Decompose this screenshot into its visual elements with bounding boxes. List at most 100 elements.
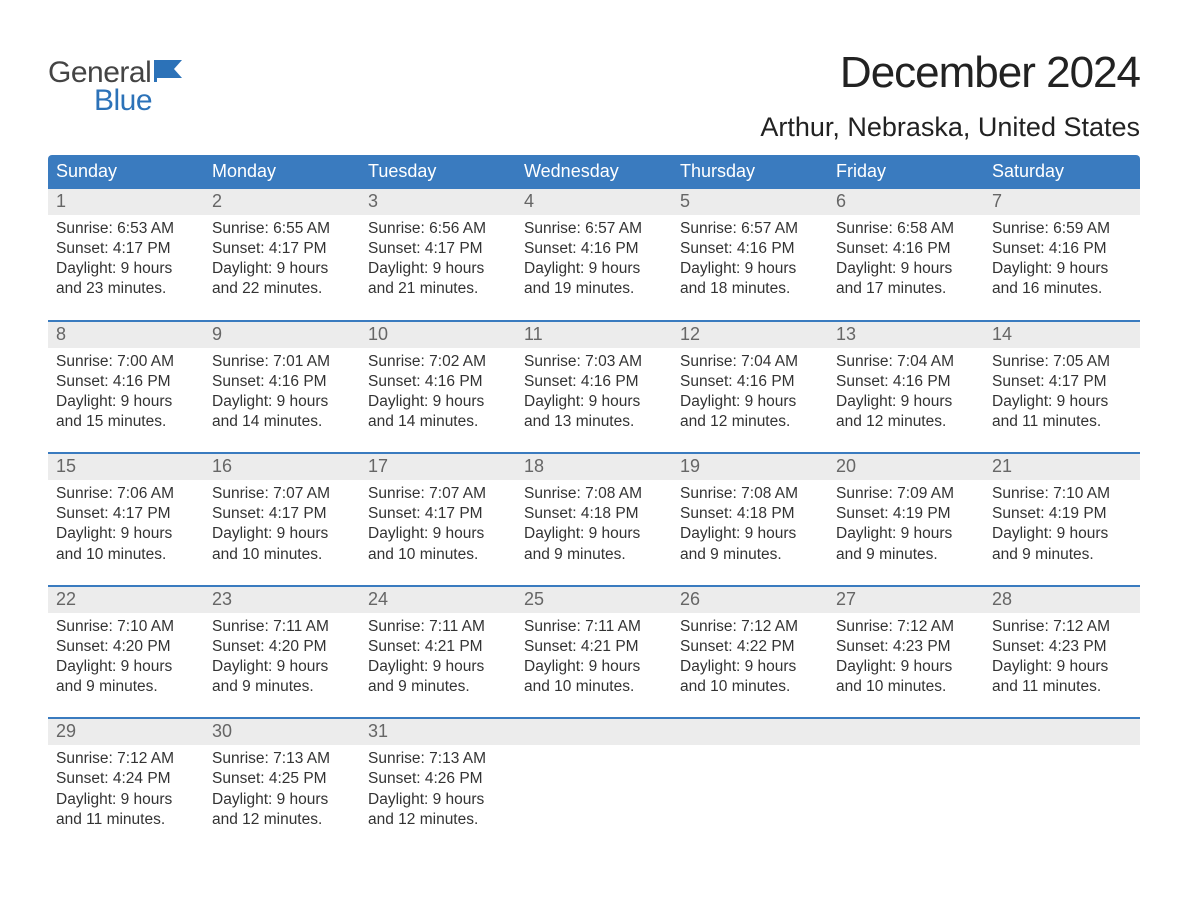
day-body: Sunrise: 6:55 AMSunset: 4:17 PMDaylight:…	[210, 219, 354, 300]
dow-saturday: Saturday	[984, 155, 1140, 189]
day-cell: 22Sunrise: 7:10 AMSunset: 4:20 PMDayligh…	[48, 587, 204, 704]
day-number: 23	[212, 589, 232, 609]
day-number: 5	[680, 191, 690, 211]
header: General Blue December 2024 Arthur, Nebra…	[48, 48, 1140, 143]
day-cell: 30Sunrise: 7:13 AMSunset: 4:25 PMDayligh…	[204, 719, 360, 836]
day-cell: 6 Sunrise: 6:58 AMSunset: 4:16 PMDaylight…	[828, 189, 984, 306]
day-number: 11	[524, 324, 543, 344]
day-cell: 14 Sunrise: 7:05 AMSunset: 4:17 PMDayligh…	[984, 322, 1140, 439]
day-cell: 25 Sunrise: 7:11 AMSunset: 4:21 PMDayligh…	[516, 587, 672, 704]
dow-monday: Monday	[204, 155, 360, 189]
day-number: 3	[368, 191, 378, 211]
week-row: 15Sunrise: 7:06 AMSunset: 4:17 PMDayligh…	[48, 452, 1140, 571]
day-body: Sunrise: 7:10 AMSunset: 4:20 PMDaylight:…	[54, 617, 198, 698]
month-title: December 2024	[760, 48, 1140, 98]
day-body: Sunrise: 7:11 AMSunset: 4:21 PMDaylight:…	[366, 617, 510, 698]
week-row: 8 Sunrise: 7:00 AMSunset: 4:16 PMDaylight…	[48, 320, 1140, 439]
day-body: Sunrise: 6:57 AMSunset: 4:16 PMDaylight:…	[678, 219, 822, 300]
day-number: 9	[212, 324, 222, 344]
day-cell-empty: .	[984, 719, 1140, 836]
day-number: 7	[992, 191, 1002, 211]
day-cell: 1 Sunrise: 6:53 AMSunset: 4:17 PMDaylight…	[48, 189, 204, 306]
day-body: Sunrise: 7:01 AMSunset: 4:16 PMDaylight:…	[210, 352, 354, 433]
day-body: Sunrise: 7:10 AMSunset: 4:19 PMDaylight:…	[990, 484, 1134, 565]
day-number: 31	[368, 721, 388, 741]
day-body: Sunrise: 7:13 AMSunset: 4:25 PMDaylight:…	[210, 749, 354, 830]
day-number: 25	[524, 589, 544, 609]
day-body: Sunrise: 6:58 AMSunset: 4:16 PMDaylight:…	[834, 219, 978, 300]
day-number: 29	[56, 721, 76, 741]
day-cell: 8 Sunrise: 7:00 AMSunset: 4:16 PMDaylight…	[48, 322, 204, 439]
day-body: Sunrise: 7:04 AMSunset: 4:16 PMDaylight:…	[678, 352, 822, 433]
day-of-week-header: SundayMondayTuesdayWednesdayThursdayFrid…	[48, 155, 1140, 189]
day-body: Sunrise: 7:00 AMSunset: 4:16 PMDaylight:…	[54, 352, 198, 433]
day-cell: 24 Sunrise: 7:11 AMSunset: 4:21 PMDayligh…	[360, 587, 516, 704]
day-number: 1	[56, 191, 66, 211]
day-cell: 11 Sunrise: 7:03 AMSunset: 4:16 PMDayligh…	[516, 322, 672, 439]
day-cell: 15Sunrise: 7:06 AMSunset: 4:17 PMDayligh…	[48, 454, 204, 571]
day-cell: 13Sunrise: 7:04 AMSunset: 4:16 PMDayligh…	[828, 322, 984, 439]
day-body: Sunrise: 7:08 AMSunset: 4:18 PMDaylight:…	[522, 484, 666, 565]
day-body: Sunrise: 7:03 AMSunset: 4:16 PMDaylight:…	[522, 352, 666, 433]
day-number: 6	[836, 191, 846, 211]
day-cell: 23 Sunrise: 7:11 AMSunset: 4:20 PMDayligh…	[204, 587, 360, 704]
day-cell: 18 Sunrise: 7:08 AMSunset: 4:18 PMDayligh…	[516, 454, 672, 571]
flag-icon	[154, 60, 186, 87]
day-cell: 16Sunrise: 7:07 AMSunset: 4:17 PMDayligh…	[204, 454, 360, 571]
calendar: SundayMondayTuesdayWednesdayThursdayFrid…	[48, 155, 1140, 836]
day-body: Sunrise: 7:08 AMSunset: 4:18 PMDaylight:…	[678, 484, 822, 565]
day-body: Sunrise: 6:59 AMSunset: 4:16 PMDaylight:…	[990, 219, 1134, 300]
day-body: Sunrise: 6:57 AMSunset: 4:16 PMDaylight:…	[522, 219, 666, 300]
day-number: 20	[836, 456, 856, 476]
day-number: 15	[56, 456, 76, 476]
day-number: 10	[368, 324, 388, 344]
dow-tuesday: Tuesday	[360, 155, 516, 189]
day-body: Sunrise: 7:12 AMSunset: 4:23 PMDaylight:…	[834, 617, 978, 698]
day-cell-empty: .	[672, 719, 828, 836]
day-body: Sunrise: 6:56 AMSunset: 4:17 PMDaylight:…	[366, 219, 510, 300]
day-cell: 21 Sunrise: 7:10 AMSunset: 4:19 PMDayligh…	[984, 454, 1140, 571]
day-cell: 10 Sunrise: 7:02 AMSunset: 4:16 PMDayligh…	[360, 322, 516, 439]
week-row: 29 Sunrise: 7:12 AMSunset: 4:24 PMDayligh…	[48, 717, 1140, 836]
logo-text-blue: Blue	[94, 84, 152, 118]
day-number: 26	[680, 589, 700, 609]
day-cell: 12 Sunrise: 7:04 AMSunset: 4:16 PMDayligh…	[672, 322, 828, 439]
day-body: Sunrise: 7:12 AMSunset: 4:23 PMDaylight:…	[990, 617, 1134, 698]
day-body: Sunrise: 7:12 AMSunset: 4:22 PMDaylight:…	[678, 617, 822, 698]
location: Arthur, Nebraska, United States	[760, 112, 1140, 143]
day-body: Sunrise: 7:11 AMSunset: 4:20 PMDaylight:…	[210, 617, 354, 698]
day-cell: 19 Sunrise: 7:08 AMSunset: 4:18 PMDayligh…	[672, 454, 828, 571]
day-body: Sunrise: 7:05 AMSunset: 4:17 PMDaylight:…	[990, 352, 1134, 433]
day-number: 21	[992, 456, 1012, 476]
week-row: 1 Sunrise: 6:53 AMSunset: 4:17 PMDaylight…	[48, 189, 1140, 306]
day-number: 19	[680, 456, 700, 476]
day-number: 18	[524, 456, 544, 476]
day-cell-empty: .	[828, 719, 984, 836]
logo: General Blue	[48, 48, 186, 118]
day-cell: 5 Sunrise: 6:57 AMSunset: 4:16 PMDaylight…	[672, 189, 828, 306]
day-number: 12	[680, 324, 700, 344]
day-number: 13	[836, 324, 856, 344]
day-body: Sunrise: 7:09 AMSunset: 4:19 PMDaylight:…	[834, 484, 978, 565]
day-number: 17	[368, 456, 388, 476]
day-number: 8	[56, 324, 66, 344]
day-cell: 3 Sunrise: 6:56 AMSunset: 4:17 PMDaylight…	[360, 189, 516, 306]
day-number: 2	[212, 191, 222, 211]
day-cell: 29 Sunrise: 7:12 AMSunset: 4:24 PMDayligh…	[48, 719, 204, 836]
day-number: 24	[368, 589, 388, 609]
day-body: Sunrise: 6:53 AMSunset: 4:17 PMDaylight:…	[54, 219, 198, 300]
day-number: 16	[212, 456, 232, 476]
day-cell: 7 Sunrise: 6:59 AMSunset: 4:16 PMDaylight…	[984, 189, 1140, 306]
day-number: 28	[992, 589, 1012, 609]
day-number: 27	[836, 589, 856, 609]
day-cell: 31 Sunrise: 7:13 AMSunset: 4:26 PMDayligh…	[360, 719, 516, 836]
day-number: 14	[992, 324, 1012, 344]
day-cell: 2 Sunrise: 6:55 AMSunset: 4:17 PMDaylight…	[204, 189, 360, 306]
day-cell: 20 Sunrise: 7:09 AMSunset: 4:19 PMDayligh…	[828, 454, 984, 571]
day-body: Sunrise: 7:13 AMSunset: 4:26 PMDaylight:…	[366, 749, 510, 830]
day-body: Sunrise: 7:12 AMSunset: 4:24 PMDaylight:…	[54, 749, 198, 830]
day-body: Sunrise: 7:11 AMSunset: 4:21 PMDaylight:…	[522, 617, 666, 698]
day-cell: 4Sunrise: 6:57 AMSunset: 4:16 PMDaylight…	[516, 189, 672, 306]
day-body: Sunrise: 7:02 AMSunset: 4:16 PMDaylight:…	[366, 352, 510, 433]
day-cell: 26 Sunrise: 7:12 AMSunset: 4:22 PMDayligh…	[672, 587, 828, 704]
